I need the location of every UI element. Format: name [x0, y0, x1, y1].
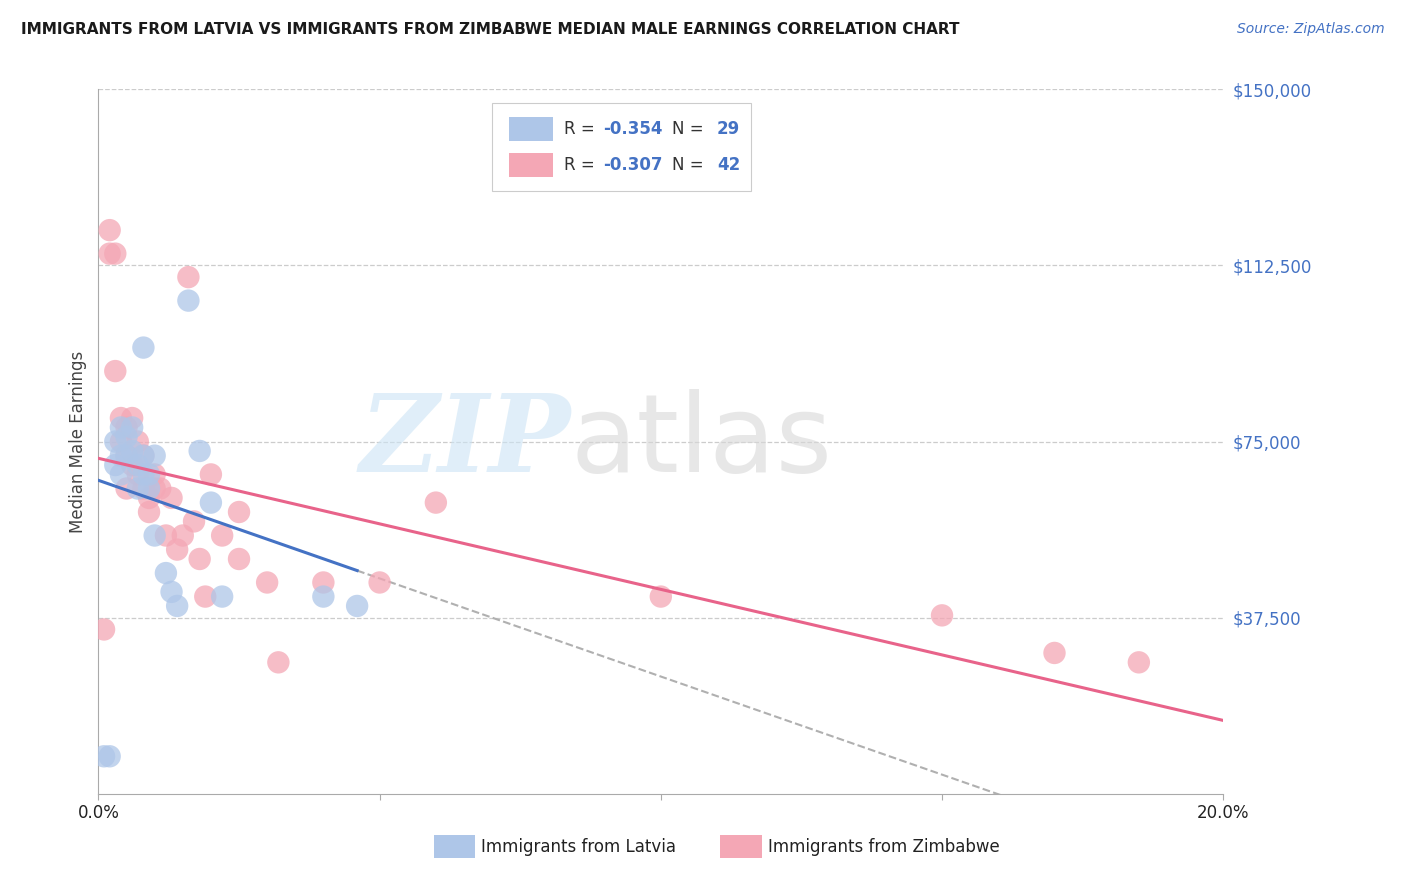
Text: atlas: atlas: [571, 389, 832, 494]
Text: Immigrants from Zimbabwe: Immigrants from Zimbabwe: [768, 838, 1000, 855]
Text: ZIP: ZIP: [360, 389, 571, 494]
Point: [143, 528, 166, 542]
Text: -0.307: -0.307: [603, 155, 664, 174]
Point: [104, 246, 127, 260]
FancyBboxPatch shape: [509, 153, 553, 177]
Point: [98, 246, 121, 260]
Point: [200, 495, 222, 509]
Point: [312, 590, 335, 604]
Text: IMMIGRANTS FROM LATVIA VS IMMIGRANTS FROM ZIMBABWE MEDIAN MALE EARNINGS CORRELAT: IMMIGRANTS FROM LATVIA VS IMMIGRANTS FRO…: [21, 22, 959, 37]
FancyBboxPatch shape: [720, 836, 762, 858]
Point: [166, 599, 188, 613]
Text: N =: N =: [672, 155, 709, 174]
Text: N =: N =: [672, 120, 709, 138]
Point: [931, 608, 953, 623]
Point: [138, 505, 160, 519]
Text: R =: R =: [564, 155, 600, 174]
Point: [110, 411, 132, 425]
Point: [121, 411, 143, 425]
Point: [312, 575, 335, 590]
Point: [115, 430, 138, 444]
Point: [132, 449, 155, 463]
Point: [127, 482, 149, 496]
Point: [98, 223, 121, 237]
Point: [166, 542, 188, 557]
Point: [368, 575, 391, 590]
Text: Source: ZipAtlas.com: Source: ZipAtlas.com: [1237, 22, 1385, 37]
Point: [267, 656, 290, 670]
Point: [104, 434, 127, 449]
Point: [121, 458, 143, 472]
Text: R =: R =: [564, 120, 600, 138]
Point: [121, 444, 143, 458]
FancyBboxPatch shape: [433, 836, 475, 858]
Text: Immigrants from Latvia: Immigrants from Latvia: [481, 838, 676, 855]
Point: [211, 528, 233, 542]
Point: [104, 364, 127, 378]
Point: [115, 449, 138, 463]
Point: [143, 449, 166, 463]
Point: [650, 590, 672, 604]
Point: [172, 528, 194, 542]
Y-axis label: Median Male Earnings: Median Male Earnings: [69, 351, 87, 533]
Point: [132, 449, 155, 463]
Point: [132, 341, 155, 355]
Point: [110, 449, 132, 463]
Point: [183, 515, 205, 529]
Point: [160, 491, 183, 505]
Point: [115, 449, 138, 463]
Point: [149, 482, 172, 496]
Point: [160, 585, 183, 599]
Point: [110, 434, 132, 449]
Point: [127, 434, 149, 449]
Text: 29: 29: [717, 120, 741, 138]
Point: [228, 552, 250, 566]
Point: [127, 467, 149, 482]
Point: [256, 575, 278, 590]
Point: [132, 467, 155, 482]
Point: [132, 482, 155, 496]
Point: [425, 495, 447, 509]
Point: [1128, 656, 1150, 670]
Point: [211, 590, 233, 604]
Point: [98, 749, 121, 764]
Text: -0.354: -0.354: [603, 120, 664, 138]
Point: [110, 467, 132, 482]
Point: [155, 528, 177, 542]
Point: [346, 599, 368, 613]
Point: [143, 482, 166, 496]
Point: [121, 420, 143, 434]
Point: [188, 552, 211, 566]
Point: [127, 458, 149, 472]
Point: [115, 420, 138, 434]
Point: [104, 458, 127, 472]
Point: [115, 482, 138, 496]
Point: [138, 482, 160, 496]
FancyBboxPatch shape: [509, 118, 553, 141]
Point: [143, 467, 166, 482]
Point: [1043, 646, 1066, 660]
Point: [110, 420, 132, 434]
Point: [200, 467, 222, 482]
Point: [138, 467, 160, 482]
Point: [228, 505, 250, 519]
Point: [138, 491, 160, 505]
Point: [177, 293, 200, 308]
Point: [177, 270, 200, 285]
Point: [188, 444, 211, 458]
FancyBboxPatch shape: [492, 103, 751, 192]
Point: [194, 590, 217, 604]
Text: 42: 42: [717, 155, 741, 174]
Point: [93, 623, 115, 637]
Point: [93, 749, 115, 764]
Point: [155, 566, 177, 580]
